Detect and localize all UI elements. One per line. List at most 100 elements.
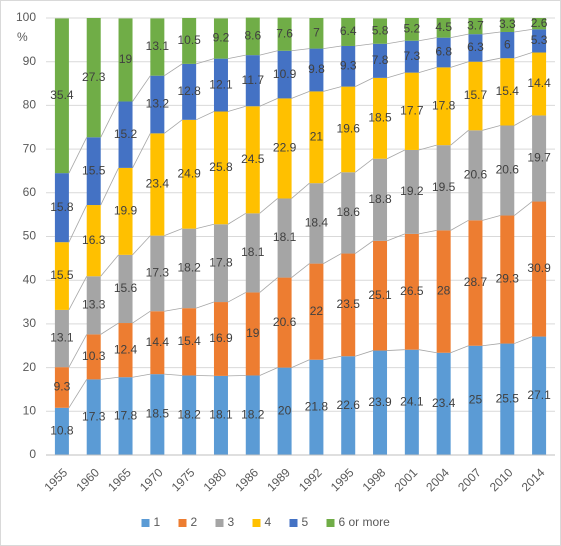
data-label: 18.2 [177,261,201,275]
bar-segment [468,130,483,221]
data-label: 6.8 [435,45,452,59]
bar-segment [373,43,388,78]
series-line [354,240,374,254]
series-line [514,201,533,216]
series-line [164,63,183,77]
series-line [450,345,469,354]
series-line [164,119,183,134]
y-axis-label: % [17,30,28,44]
data-label: 7 [313,25,320,39]
data-label: 18.2 [177,407,201,421]
bar-segment [150,235,165,312]
series-line [514,28,533,33]
data-label: 19.2 [400,184,424,198]
series-line [386,233,405,242]
series-line [132,310,151,324]
bar-segment [118,18,133,102]
data-label: 15.2 [114,127,138,141]
data-label: 22.6 [337,398,361,412]
data-label: 7.3 [404,49,421,63]
bar-segment [245,375,260,455]
series-line [259,50,278,56]
series-line [450,33,469,39]
bar-segment [277,50,292,99]
data-label: 17.3 [82,409,106,423]
series-line [259,198,278,214]
bar-segment [118,254,133,324]
data-label: 18.5 [368,110,392,124]
data-label: 15.5 [50,268,74,282]
data-label: 2.6 [531,16,548,30]
series-line [387,349,405,351]
series-line [259,367,278,376]
bar-segment [309,263,324,360]
data-label: 19.6 [337,122,361,136]
legend-label: 2 [191,515,198,529]
data-label: 13.1 [146,39,170,53]
data-label: 23.4 [146,177,170,191]
bar-segment [54,309,69,368]
series-lines [68,28,533,409]
data-label: 17.8 [114,408,138,422]
data-label: 18.1 [241,245,265,259]
data-label: 6.4 [340,24,357,38]
data-label: 27.1 [527,388,551,402]
series-line [68,334,88,368]
series-line [323,171,342,184]
series-line [227,212,246,225]
series-line [164,307,183,312]
data-label: 15.4 [177,334,201,348]
series-line [196,301,215,309]
data-label: 24.1 [400,395,424,409]
bar-segment [213,58,228,112]
data-label: 19 [119,52,133,66]
bar-segment [277,277,292,368]
data-label: 25.1 [368,288,392,302]
series-line [418,37,437,42]
bar-segment [182,228,197,309]
bar-segment [150,133,165,236]
series-line [164,373,183,376]
data-label: 24.5 [241,152,265,166]
y-tick-label: 20 [23,360,37,374]
data-label: 9.3 [54,380,71,394]
data-label: 15.6 [114,281,138,295]
series-line [291,91,310,99]
bar-segment [182,308,197,376]
data-label: 10.5 [177,33,201,47]
legend-swatch [141,519,150,527]
bar-segment [341,18,356,46]
bar-segment [86,379,101,455]
y-tick-label: 30 [23,316,37,330]
y-tick-label: 80 [23,98,37,112]
bar-segment [341,253,356,357]
bars [54,17,547,455]
bar-segment [277,17,292,51]
bar-segment [532,52,547,116]
series-line [100,254,119,277]
data-label: 18.6 [337,205,361,219]
y-tick-label: 0 [29,447,36,461]
bar-segment [86,137,101,206]
bar-segment [54,173,69,243]
data-label: 17.7 [400,103,424,117]
series-line [132,373,151,378]
series-line [291,48,310,52]
bar-segment [468,61,483,131]
data-label: 13.3 [82,297,106,311]
data-label: 3.7 [467,18,484,32]
series-line [100,167,119,206]
data-label: 12.1 [209,77,233,91]
series-line [418,66,437,74]
data-label: 16.9 [209,331,233,345]
series-line [68,204,88,243]
series-line [291,263,310,278]
data-label: 14.4 [527,76,551,90]
legend-swatch [215,519,224,527]
bar-segment [213,302,228,376]
series-line [355,350,374,357]
data-label: 21.8 [305,400,329,414]
series-line [355,77,374,87]
data-label: 19 [246,326,260,340]
bar-segment [341,86,356,173]
